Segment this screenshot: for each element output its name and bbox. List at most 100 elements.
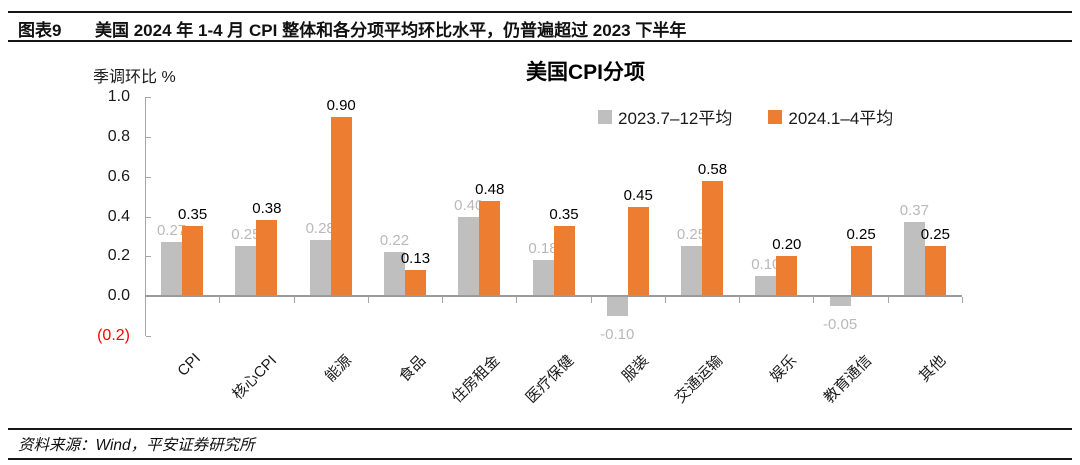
y-axis-tick-label: 1.0 [107, 88, 130, 105]
x-axis-tick [516, 297, 518, 304]
bottom-divider [8, 458, 1072, 460]
x-axis-category-label: 能源 [321, 352, 355, 386]
bar [755, 276, 777, 297]
bar [850, 246, 872, 297]
bar-value-label: 0.27 [157, 222, 187, 240]
y-axis-tick-label: 0.0 [107, 287, 130, 305]
top-divider [8, 11, 1072, 13]
x-axis-category-label: 住房租金 [448, 352, 504, 407]
title-divider [8, 40, 1072, 42]
bar [829, 296, 851, 307]
bar-value-label: 0.58 [697, 160, 728, 178]
y-axis-tick-label: 0.6 [107, 167, 130, 185]
bar [404, 270, 426, 297]
bar-value-label: -0.10 [600, 326, 635, 344]
bar-value-label: 0.40 [454, 196, 484, 214]
bar [235, 246, 257, 297]
y-axis-tick [146, 97, 151, 98]
x-axis-category-label: 服装 [618, 352, 652, 386]
bar [458, 216, 480, 297]
bar [161, 242, 183, 297]
legend-item-2023: 2023.7–12平均 [598, 104, 732, 129]
bar-value-label: 0.10 [751, 256, 781, 274]
y-axis-tick-label: (0.2) [97, 327, 130, 344]
x-axis-tick [962, 297, 963, 304]
y-axis-unit-label: 季调环比 % [93, 69, 176, 86]
bar-value-label: 0.48 [475, 180, 505, 198]
x-axis-tick [293, 297, 295, 304]
bar-value-label: 0.28 [305, 220, 335, 238]
figure-label: 图表9 [18, 21, 62, 40]
legend-item-2024: 2024.1–4平均 [768, 104, 893, 129]
x-axis-category-label: 其他 [915, 352, 950, 386]
y-axis-tick-label: 0.2 [107, 247, 130, 265]
bar [903, 222, 925, 297]
x-axis-category-label: 交通运输 [671, 352, 727, 407]
chart-title: 美国CPI分项 [525, 61, 645, 84]
y-axis-tick [146, 256, 151, 258]
source-note: 资料来源：Wind，平安证券研究所 [18, 437, 255, 454]
bar [702, 180, 724, 297]
x-axis-category-label: 娱乐 [767, 352, 801, 386]
legend-label-2023: 2023.7–12平均 [618, 109, 733, 128]
y-axis-tick [146, 336, 151, 337]
legend-swatch-orange [768, 109, 783, 124]
x-axis-tick [664, 297, 666, 304]
x-axis-category-label: 教育通信 [820, 352, 875, 407]
bar [627, 206, 649, 297]
y-axis-tick-label: 0.4 [107, 207, 130, 225]
bar [681, 246, 703, 297]
bar-value-label: 0.90 [326, 96, 356, 114]
x-axis-tick [813, 297, 815, 304]
bar [330, 116, 352, 297]
bar [309, 240, 331, 297]
bar-value-label: 0.18 [528, 240, 558, 258]
x-axis-tick [219, 297, 221, 304]
x-axis-tick [145, 297, 146, 304]
legend-label-2024: 2024.1–4平均 [788, 109, 894, 128]
x-axis-tick [442, 297, 444, 304]
legend-swatch-gray [598, 109, 612, 124]
bar [479, 200, 501, 297]
x-axis-category-label: 核心CPI [229, 352, 281, 404]
bar [606, 296, 628, 317]
x-axis-tick [590, 297, 592, 304]
x-axis-tick [739, 297, 741, 304]
bar [256, 220, 278, 297]
bar [532, 260, 554, 297]
x-axis-category-label: 医疗保健 [523, 352, 578, 407]
x-axis-tick [367, 297, 369, 304]
bar [182, 226, 204, 297]
bar [924, 246, 946, 297]
source-divider [8, 428, 1072, 430]
bar-value-label: 0.25 [846, 226, 876, 244]
bar [383, 252, 405, 297]
x-axis-category-label: CPI [174, 350, 205, 380]
bar-value-label: 0.37 [899, 202, 929, 220]
y-axis-tick [146, 136, 151, 138]
chart-legend: 2023.7–12平均 2024.1–4平均 [598, 104, 893, 129]
x-axis-tick [887, 297, 889, 304]
x-axis-zero-line [145, 295, 962, 298]
bar-value-label: 0.35 [178, 206, 208, 224]
bar-value-label: 0.22 [379, 232, 410, 250]
bar [553, 226, 575, 297]
bar-value-label: 0.45 [623, 186, 653, 204]
x-axis-category-label: 食品 [395, 352, 430, 386]
y-axis-tick [146, 216, 151, 218]
bar-value-label: 0.25 [231, 226, 261, 244]
figure-title: 美国 2024 年 1-4 月 CPI 整体和各分项平均环比水平，仍普遍超过 2… [95, 21, 687, 40]
bar-value-label: 0.25 [920, 226, 950, 244]
bar-value-label: 0.25 [676, 226, 707, 244]
bar-value-label: 0.38 [252, 200, 282, 218]
bar-value-label: 0.35 [549, 206, 579, 224]
bar-value-label: 0.20 [772, 236, 802, 254]
bar-value-label: 0.13 [400, 250, 431, 268]
y-axis-tick-label: 0.8 [107, 127, 130, 145]
bar-value-label: -0.05 [822, 316, 858, 334]
y-axis-line [145, 97, 146, 336]
y-axis-tick [146, 176, 151, 178]
bar [776, 256, 798, 297]
